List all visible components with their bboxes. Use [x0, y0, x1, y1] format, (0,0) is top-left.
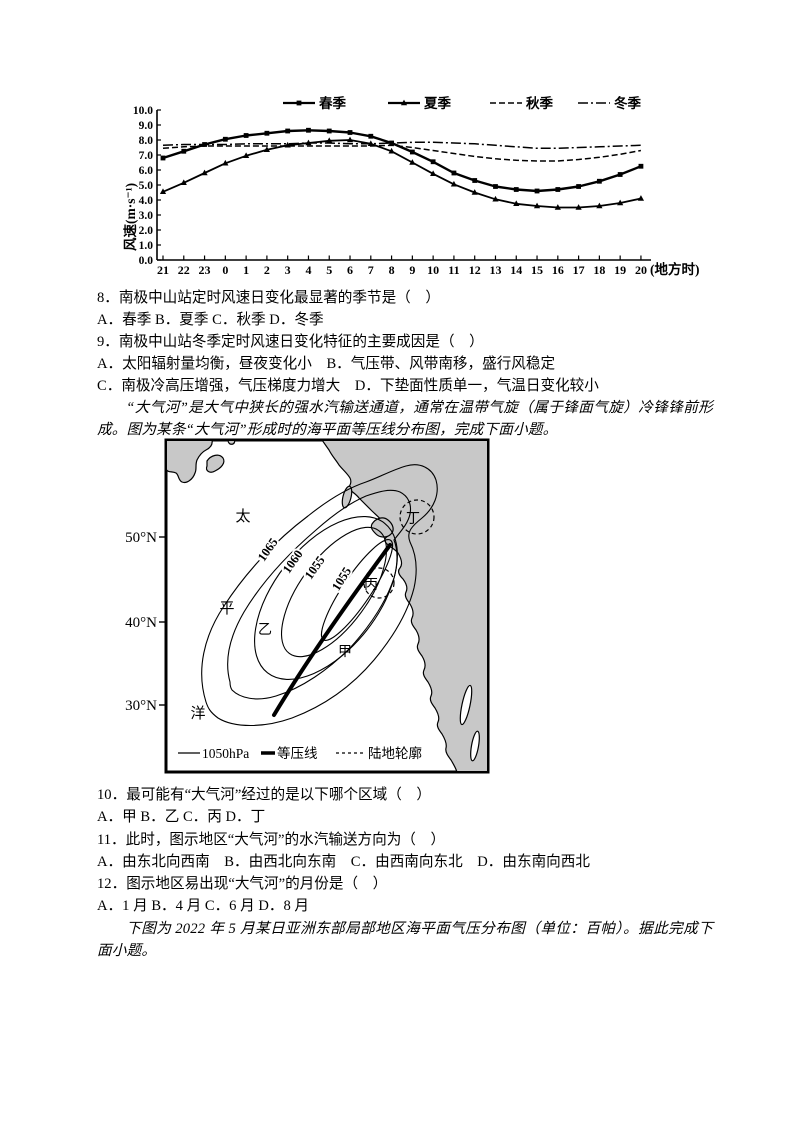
- svg-text:秋季: 秋季: [526, 95, 554, 111]
- wind-speed-chart-figure: 0.0 1.0 2.0 3.0 4.0 5.0 6.0 7.0 8.0 9.0 10.0 21 22 23…: [120, 93, 700, 289]
- svg-text:15: 15: [531, 263, 543, 277]
- svg-text:9.0: 9.0: [139, 120, 154, 132]
- svg-text:0.0: 0.0: [139, 255, 154, 267]
- isobar-outer: [201, 464, 438, 726]
- point-label-jia: 甲: [338, 645, 352, 660]
- svg-text:夏季: 夏季: [423, 95, 451, 111]
- svg-text:6.0: 6.0: [139, 165, 154, 177]
- isobar-map: 1065 1060 1055 1055 太 平 洋 乙 甲 丙 丁: [125, 438, 490, 774]
- svg-text:14: 14: [510, 263, 522, 277]
- question-12-stem: 12．图示地区易出现“大气河”的月份是（ ）: [97, 876, 388, 893]
- legend-land-label: 陆地轮廓: [368, 745, 422, 761]
- svg-text:4: 4: [305, 263, 311, 277]
- north-america-landmass: [321, 441, 487, 771]
- svg-text:11: 11: [448, 263, 459, 277]
- questions-10-12-block: 10．最可能有“大气河”经过的是以下哪个区域（ ） A．甲 B．乙 C．丙 D．…: [97, 784, 713, 962]
- passage-asia-pressure: 下图为 2022 年 5 月某日亚洲东部局部地区海平面气压分布图（单位：百帕）。…: [97, 920, 713, 960]
- svg-text:12: 12: [469, 263, 481, 277]
- legend-isobar-value: 1050hPa: [202, 746, 249, 761]
- svg-text:23: 23: [199, 263, 211, 277]
- question-11-options: A．由东北向西南 B．由西北向东南 C．由西南向东北 D．由东南向西北: [97, 853, 590, 870]
- question-9-options-cd: C．南极冷高压增强，气压梯度力增大 D．下垫面性质单一，气温日变化较小: [97, 378, 599, 394]
- svg-text:风速(m·s⁻¹): 风速(m·s⁻¹): [122, 183, 138, 251]
- svg-text:3.0: 3.0: [139, 210, 154, 222]
- question-11-stem: 11．此时，图示地区“大气河”的水汽输送方向为（ ）: [97, 831, 446, 848]
- island-top-tab: [227, 441, 236, 445]
- svg-text:2: 2: [264, 263, 270, 277]
- svg-text:3: 3: [285, 263, 291, 277]
- svg-text:4.0: 4.0: [139, 195, 154, 207]
- question-12-options: A．1 月 B．4 月 C．6 月 D．8 月: [97, 898, 310, 915]
- point-label-yi: 乙: [258, 622, 272, 638]
- svg-text:8: 8: [389, 263, 395, 277]
- pacific-label-tai: 太: [235, 508, 250, 525]
- wind-speed-chart: 0.01.02.03.04.05.06.07.08.09.010.021 22 23…: [122, 95, 700, 277]
- svg-text:5: 5: [326, 263, 332, 277]
- question-9-options-ab: A．太阳辐射量均衡，昼夜变化小 B．气压带、风带南移，盛行风稳定: [97, 356, 556, 372]
- latitude-label-50n: 50°N: [125, 530, 157, 546]
- svg-text:8.0: 8.0: [139, 135, 154, 147]
- svg-text:10: 10: [427, 263, 439, 277]
- svg-text:7.0: 7.0: [139, 150, 154, 162]
- question-8-stem: 8．南极中山站定时风速日变化最显著的季节是（ ）: [97, 290, 440, 306]
- svg-text:21: 21: [157, 263, 169, 277]
- svg-text:冬季: 冬季: [614, 95, 642, 111]
- question-9-stem: 9．南极中山站冬季定时风速日变化特征的主要成因是（ ）: [97, 334, 484, 350]
- svg-text:19: 19: [614, 263, 626, 277]
- svg-text:22: 22: [178, 263, 190, 277]
- latitude-axis: 50°N 40°N 30°N: [125, 530, 165, 714]
- latitude-label-40n: 40°N: [125, 615, 157, 631]
- svg-text:10.0: 10.0: [133, 105, 153, 117]
- pacific-label-ping: 平: [219, 601, 234, 617]
- question-10-options: A．甲 B．乙 C．丙 D．丁: [97, 809, 266, 826]
- question-8-options: A．春季 B．夏季 C．秋季 D．冬季: [97, 312, 324, 328]
- region-ding-circle: [399, 499, 435, 535]
- svg-text:16: 16: [552, 263, 564, 277]
- svg-text:13: 13: [489, 263, 501, 277]
- svg-text:(地方时): (地方时): [650, 261, 700, 277]
- island-coastal-blob: [370, 517, 394, 538]
- svg-text:18: 18: [593, 263, 605, 277]
- svg-text:2.0: 2.0: [139, 225, 154, 237]
- latitude-label-30n: 30°N: [125, 698, 157, 714]
- passage-atmospheric-river: “大气河”是大气中狭长的强水汽输送通道，通常在温带气旋（属于锋面气旋）冷锋锋前形…: [97, 400, 713, 438]
- region-bing-circle: [363, 567, 395, 599]
- map-legend: 1050hPa 等压线 陆地轮廓: [178, 745, 422, 761]
- svg-text:20: 20: [635, 263, 647, 277]
- svg-text:6: 6: [347, 263, 353, 277]
- svg-text:春季: 春季: [318, 95, 346, 111]
- isobar-1065: [227, 489, 412, 700]
- svg-text:17: 17: [573, 263, 585, 277]
- svg-text:0: 0: [222, 263, 228, 277]
- pacific-label-yang: 洋: [190, 705, 205, 722]
- point-label-bing: 丙: [364, 578, 378, 593]
- isobar-1060: [254, 516, 398, 680]
- inland-channel-1: [459, 684, 473, 726]
- legend-isobar-label: 等压线: [277, 745, 318, 761]
- point-label-ding: 丁: [406, 512, 420, 527]
- isobar-map-figure: 1065 1060 1055 1055 太 平 洋 乙 甲 丙 丁: [122, 434, 494, 780]
- island-northwest: [205, 454, 225, 473]
- question-10-stem: 10．最可能有“大气河”经过的是以下哪个区域（ ）: [97, 787, 432, 803]
- isobar-1055-outer: [280, 526, 388, 658]
- svg-text:1: 1: [243, 263, 249, 277]
- svg-text:7: 7: [368, 263, 374, 277]
- northwest-corner-land: [167, 441, 213, 484]
- questions-8-9-block: 8．南极中山站定时风速日变化最显著的季节是（ ） A．春季 B．夏季 C．秋季 …: [97, 287, 713, 441]
- svg-text:5.0: 5.0: [139, 180, 154, 192]
- svg-text:9: 9: [409, 263, 415, 277]
- inland-channel-2: [470, 730, 480, 762]
- svg-text:1.0: 1.0: [139, 240, 154, 252]
